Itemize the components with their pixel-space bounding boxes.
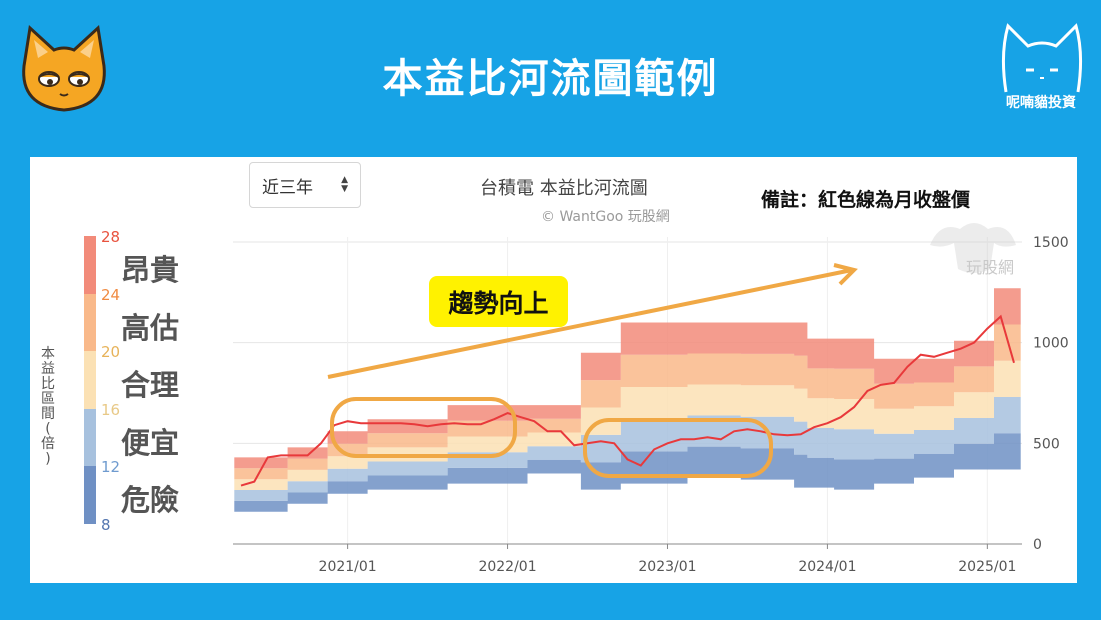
y-tick-label: 500 [1033, 436, 1060, 452]
highlight-oval-2021 [330, 397, 517, 458]
pe-band-24-28 [234, 288, 1021, 469]
cat-mascot-logo [16, 24, 112, 116]
pe-river-chart: 0 500 1000 1500 2021/01 2022/01 2023/01 2024/01… [233, 223, 1069, 575]
watermark-bull-icon [930, 223, 1016, 273]
x-tick-label: 2022/01 [478, 559, 536, 575]
trend-label-badge: 趨勢向上 [429, 276, 568, 327]
price-line [240, 314, 1015, 487]
chart-title: 台積電 本益比河流圖 [480, 178, 648, 199]
legend-axis-title-char: 區 [41, 391, 55, 407]
legend-band-label: 高估 [121, 310, 180, 345]
legend-axis-title-char: 益 [41, 361, 55, 377]
x-tick-label: 2024/01 [798, 559, 856, 575]
sort-arrows-icon: ▲ ▼ [341, 175, 348, 194]
legend-swatch [84, 293, 96, 352]
x-tick-label: 2023/01 [638, 559, 696, 575]
legend-swatch [84, 236, 96, 294]
legend-swatch [84, 408, 96, 467]
pe-band-20-24 [234, 324, 1021, 480]
chart-panel: 0 500 1000 1500 2021/01 2022/01 2023/01 2024/01… [30, 157, 1077, 583]
pe-band-12-16 [234, 397, 1021, 501]
page-title: 本益比河流圖範例 [382, 56, 719, 102]
x-tick-label: 2025/01 [958, 559, 1016, 575]
x-tick-label: 2021/01 [319, 559, 377, 575]
legend-axis-title-char: 比 [41, 376, 55, 392]
legend-swatch [84, 466, 96, 524]
y-tick-label: 0 [1033, 537, 1042, 553]
brand-cat-outline-icon [994, 18, 1090, 118]
legend-axis-title-char: ) [45, 451, 51, 467]
legend-axis-title-char: 本 [41, 346, 55, 362]
highlight-oval-2023 [583, 418, 773, 478]
legend-band-label: 便宜 [121, 425, 180, 460]
legend-tick-label: 16 [101, 400, 121, 419]
legend-tick-label: 24 [101, 285, 121, 304]
chart-note: 備註：紅色線為月收盤價 [761, 189, 971, 211]
legend-axis-title: 本益比區間(倍) [38, 347, 58, 467]
legend-tick-label: 8 [101, 516, 111, 534]
legend-tick-label: 20 [101, 343, 121, 362]
legend-axis-title-char: 間 [41, 406, 55, 422]
legend-color-strip [84, 236, 96, 524]
legend-tick-label: 12 [101, 458, 121, 477]
legend-band-label: 危險 [121, 483, 180, 518]
range-select[interactable]: 近三年 ▲ ▼ [249, 162, 361, 208]
y-tick-label: 1500 [1033, 235, 1069, 251]
chart-credit: © WantGoo 玩股網 [541, 209, 670, 225]
pe-band-8-12 [234, 433, 1021, 512]
legend-tick-label: 28 [101, 228, 121, 246]
legend-axis-title-char: ( [45, 421, 51, 437]
y-tick-label: 1000 [1033, 336, 1069, 352]
range-select-label: 近三年 [262, 177, 313, 198]
legend-axis-title-char: 倍 [41, 436, 55, 452]
trend-arrowhead [833, 263, 858, 286]
legend-band-label: 昂貴 [121, 253, 180, 287]
brand-name: 呢喃貓投資 [1006, 95, 1076, 111]
legend-band-label: 合理 [121, 368, 180, 403]
trend-arrow [327, 268, 853, 379]
legend-swatch [84, 351, 96, 409]
watermark-text: 玩股網 [966, 258, 1014, 277]
